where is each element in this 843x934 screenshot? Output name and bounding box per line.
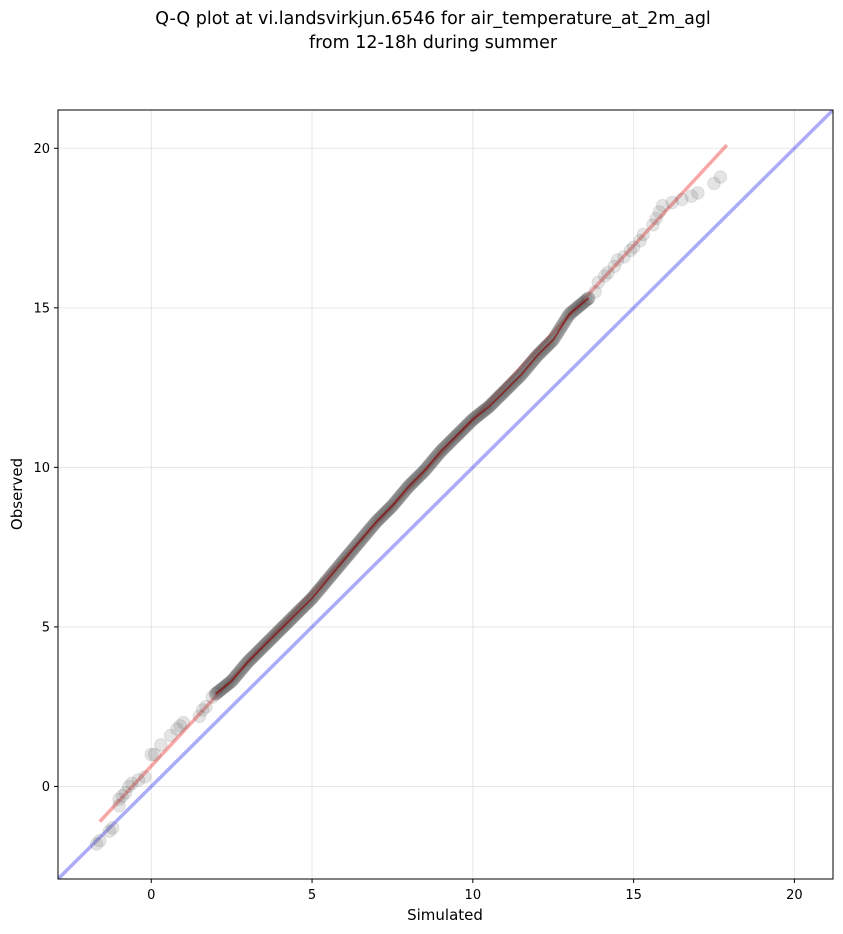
qq-point <box>170 722 184 736</box>
qq-point <box>121 779 136 794</box>
chart-title-line-1: Q-Q plot at vi.landsvirkjun.6546 for air… <box>155 9 711 29</box>
y-tick-label: 0 <box>42 780 50 795</box>
qq-point <box>626 240 641 255</box>
qq-point <box>601 265 615 280</box>
fit-line <box>98 143 729 823</box>
qq-point <box>131 773 146 787</box>
qq-point <box>607 259 622 274</box>
qq-point <box>588 285 602 299</box>
qq-point <box>617 249 631 264</box>
y-axis-label: Observed <box>8 458 26 530</box>
qq-point <box>173 719 187 733</box>
qq-point <box>652 205 667 219</box>
qq-point <box>118 786 133 800</box>
qq-point <box>147 747 162 762</box>
qq-point <box>112 792 126 807</box>
x-tick-label: 0 <box>147 888 155 903</box>
x-axis-label: Simulated <box>407 906 483 924</box>
y-tick-label: 15 <box>33 301 50 316</box>
qq-point <box>665 195 680 210</box>
x-tick-label: 20 <box>786 888 803 903</box>
qq-point <box>691 186 705 200</box>
reference-lines <box>58 110 833 879</box>
grid-lines <box>58 110 833 879</box>
qq-point <box>93 833 107 848</box>
qq-point <box>105 821 120 835</box>
qq-point <box>597 269 612 283</box>
qq-point <box>684 189 699 203</box>
y-tick-label: 10 <box>33 461 50 476</box>
qq-point <box>633 234 647 248</box>
qq-point <box>707 176 721 191</box>
qq-point <box>144 747 159 762</box>
identity-line <box>58 110 833 879</box>
qq-point <box>112 798 126 813</box>
qq-point <box>195 703 210 717</box>
qq-point <box>713 170 728 184</box>
qq-point <box>610 253 625 267</box>
qq-point <box>623 243 638 258</box>
y-tick-label: 5 <box>42 620 50 635</box>
qq-point <box>138 770 152 784</box>
qq-point <box>646 218 660 232</box>
qq-point <box>192 709 207 724</box>
axis-ticks: 0 5 10 15 20 0 5 10 15 20 <box>33 142 802 903</box>
qq-point <box>89 837 104 851</box>
qq-point <box>115 789 130 803</box>
qq-point <box>176 715 191 730</box>
qq-point <box>102 824 117 838</box>
qq-point <box>655 198 670 213</box>
x-tick-label: 5 <box>308 888 316 903</box>
data-points <box>89 170 728 851</box>
x-tick-label: 15 <box>625 888 642 903</box>
x-tick-label: 10 <box>465 888 482 903</box>
qq-point <box>125 776 139 791</box>
qq-point <box>675 192 689 207</box>
qq-curve-line <box>214 297 590 695</box>
chart-title-line-2: from 12-18h during summer <box>309 33 558 53</box>
qq-point <box>591 275 606 290</box>
plot-frame <box>57 109 834 880</box>
y-tick-label: 20 <box>33 142 50 157</box>
qq-point <box>154 738 168 752</box>
qq-point <box>636 227 651 242</box>
qq-point <box>199 699 213 714</box>
qq-point <box>649 211 663 226</box>
qq-point <box>205 690 220 704</box>
qq-point <box>163 728 178 743</box>
